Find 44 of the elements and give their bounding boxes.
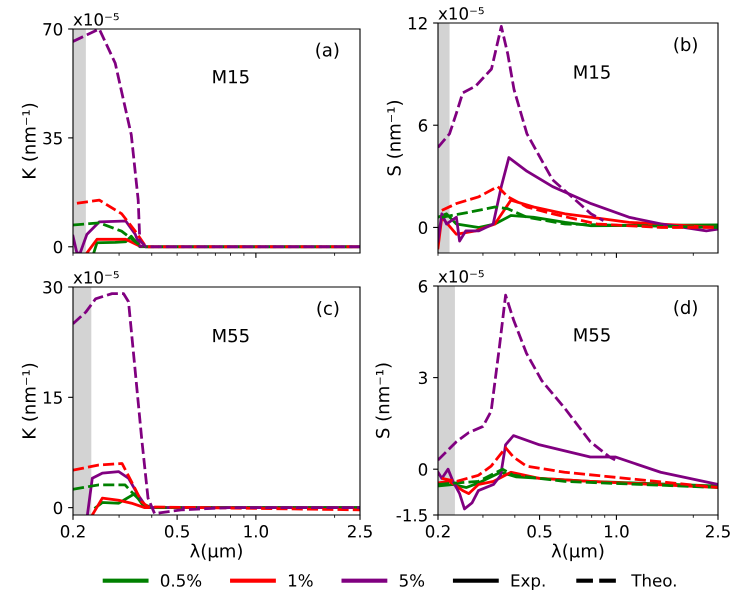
y-tick-label: 6: [418, 280, 428, 293]
legend-label: Theo.: [631, 574, 676, 587]
y-axis-title: S (nm⁻¹): [376, 364, 392, 438]
y-tick-label: 15: [44, 392, 62, 404]
text: x10⁻⁵: [438, 270, 484, 283]
x-axis-title: λ(μm): [552, 544, 604, 562]
y-tick-label: 3: [418, 372, 427, 384]
y-axis-title: K (nm⁻¹): [22, 364, 38, 438]
legend-label: 0.5%: [160, 574, 202, 587]
y-axis-title: S (nm⁻¹): [386, 101, 403, 176]
legend-label: 1%: [288, 574, 313, 587]
text: x10⁻⁵: [438, 7, 484, 20]
x-axis-title: λ(μm): [190, 544, 242, 562]
y-tick-label: 0: [418, 221, 428, 234]
annotation: M55: [213, 328, 249, 342]
x-tick-label: 0.2: [60, 525, 85, 538]
y-tick-label: -1.5: [396, 509, 427, 522]
x-tick-label: 2.5: [706, 525, 730, 538]
text: x10⁻⁵: [73, 13, 119, 26]
annotation: (c): [317, 301, 338, 318]
annotation: (d): [674, 300, 697, 316]
annotation: M15: [574, 65, 610, 79]
x-tick-label: 1.0: [605, 525, 629, 538]
legend-label: 5%: [400, 574, 424, 587]
x-tick-label: 2.5: [348, 525, 372, 538]
y-tick-label: 70: [43, 22, 62, 36]
y-tick-label: 0: [54, 240, 62, 254]
y-tick-label: 12: [408, 16, 427, 30]
annotation: M15: [213, 70, 249, 84]
text: x10⁻⁵: [73, 271, 119, 284]
y-tick-label: 6: [418, 119, 428, 132]
y-tick-label: 0: [418, 463, 428, 476]
y-tick-label: 0: [54, 502, 62, 514]
annotation: M55: [574, 328, 610, 342]
annotation: (a): [316, 42, 338, 59]
x-tick-label: 0.5: [164, 525, 189, 538]
legend-label: Exp.: [512, 574, 544, 590]
x-tick-label: 1.0: [244, 525, 268, 538]
y-axis-title: K (nm⁻¹): [22, 104, 38, 178]
x-tick-label: 0.2: [426, 525, 450, 538]
y-tick-label: 30: [43, 280, 62, 294]
y-tick-label: 35: [43, 132, 62, 144]
annotation: (b): [674, 37, 697, 54]
x-tick-label: 0.5: [527, 525, 552, 538]
